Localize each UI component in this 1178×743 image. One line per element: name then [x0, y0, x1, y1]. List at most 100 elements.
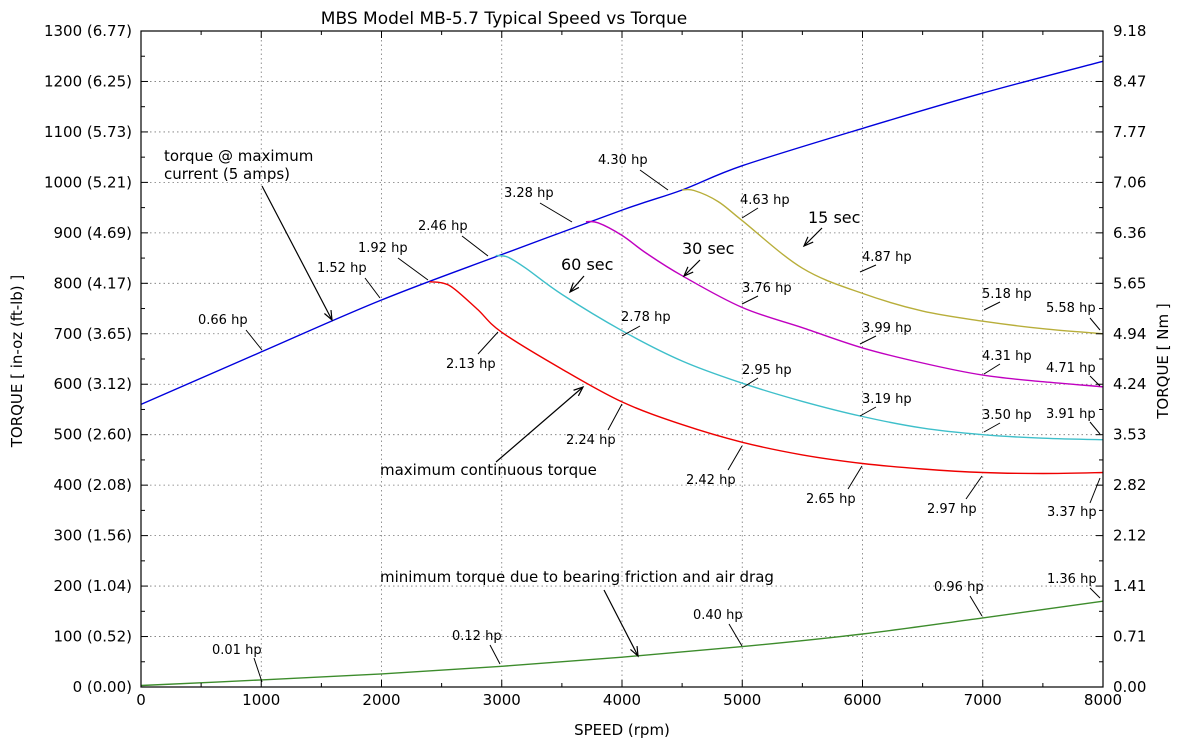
hp-label: 5.18 hp — [982, 287, 1032, 302]
continuous-torque-line — [429, 281, 1104, 475]
series-group — [140, 60, 1104, 687]
hp-label: 3.91 hp — [1046, 407, 1096, 422]
hp-label: 4.30 hp — [598, 153, 648, 168]
hp-leader-line — [859, 264, 877, 273]
y2-tick-label: 4.24 — [1113, 375, 1146, 393]
y-tick-label: 800 (4.17) — [53, 274, 132, 292]
hp-leader-line — [639, 169, 669, 191]
y2-tick-label: 8.47 — [1113, 72, 1146, 90]
hp-leader-line — [1089, 587, 1101, 599]
hp-label: 3.99 hp — [862, 321, 912, 336]
hp-label: 4.31 hp — [982, 349, 1032, 364]
sec15-arrow-head — [802, 236, 814, 248]
hp-label: 1.52 hp — [317, 261, 367, 276]
hp-label: 3.19 hp — [862, 392, 912, 407]
hp-label: 2.46 hp — [418, 219, 468, 234]
x-axis-label: SPEED (rpm) — [574, 721, 670, 739]
rating-15-sec-line — [682, 188, 1104, 335]
hp-label: 2.24 hp — [566, 433, 616, 448]
minimum-torque-label: minimum torque due to bearing friction a… — [380, 568, 774, 586]
hp-leader-line — [477, 331, 499, 355]
hp-leader-line — [397, 257, 429, 281]
hp-leader-line — [965, 475, 983, 500]
hp-leader-line — [461, 235, 489, 257]
y-tick-label: 500 (2.60) — [53, 426, 132, 444]
hp-label: 2.95 hp — [742, 363, 792, 378]
hp-leader-line — [859, 406, 877, 417]
hp-leader-line — [607, 403, 623, 431]
annotation-leaders — [245, 169, 1101, 683]
hp-leader-line — [727, 445, 743, 471]
max-current-annotation-line2: current (5 amps) — [164, 165, 290, 183]
y-tick-label: 100 (0.52) — [53, 628, 132, 646]
y-tick-label: 200 (1.04) — [53, 577, 132, 595]
hp-leader-line — [539, 202, 573, 223]
hp-leader-line — [1089, 421, 1101, 435]
hp-label: 1.36 hp — [1047, 572, 1097, 587]
y2-tick-label: 5.65 — [1113, 274, 1146, 292]
tick-labels: 0 1000 2000 3000 4000 5000 6000 7000 8000 0 (0.00… — [44, 22, 1146, 709]
hp-leader-line — [489, 644, 501, 665]
hp-leader-line — [983, 301, 1001, 311]
x-tick-label: 3000 — [483, 691, 521, 709]
y-tick-label: 400 (2.08) — [53, 476, 132, 494]
y2-tick-label: 4.94 — [1113, 325, 1146, 343]
hp-leader-line — [847, 465, 863, 490]
chart-title: MBS Model MB-5.7 Typical Speed vs Torque — [321, 9, 687, 29]
hp-label: 4.87 hp — [862, 250, 912, 265]
hp-label: 2.97 hp — [927, 502, 977, 517]
sec30-arrow-head — [682, 266, 694, 278]
sec15-arrow — [803, 227, 823, 247]
hp-leader-line — [741, 207, 759, 219]
max-current-torque-line — [140, 60, 1104, 406]
hp-label: 3.28 hp — [504, 186, 554, 201]
y2-tick-label: 7.06 — [1113, 173, 1146, 191]
y-tick-label: 900 (4.69) — [53, 224, 132, 242]
max-current-arrow — [261, 185, 333, 321]
hp-leader-line — [983, 363, 1001, 375]
hp-label: 0.96 hp — [934, 580, 984, 595]
hp-leader-line — [364, 277, 381, 299]
minimum-torque-line — [140, 600, 1104, 687]
hp-leader-line — [1089, 317, 1101, 331]
x-tick-label: 5000 — [723, 691, 761, 709]
hp-label: 0.01 hp — [212, 643, 262, 658]
hp-leader-line — [741, 377, 759, 389]
y-tick-label: 300 (1.56) — [53, 527, 132, 545]
hp-leader-line — [245, 329, 263, 351]
x-tick-label: 7000 — [964, 691, 1002, 709]
hp-label: 2.42 hp — [686, 473, 736, 488]
y2-tick-label: 2.82 — [1113, 476, 1146, 494]
x-tick-label: 0 — [136, 691, 146, 709]
y-tick-label: 1200 (6.25) — [44, 72, 132, 90]
y2-tick-label: 6.36 — [1113, 224, 1146, 242]
y-tick-label: 0 (0.00) — [73, 678, 132, 696]
hp-leader-line — [253, 657, 263, 683]
hp-label: 0.40 hp — [693, 608, 743, 623]
y2-tick-label: 0.71 — [1113, 628, 1146, 646]
y2-tick-label: 9.18 — [1113, 22, 1146, 40]
sec60-arrow — [569, 275, 585, 293]
y2-tick-label: 1.41 — [1113, 577, 1146, 595]
continuous-torque-label: maximum continuous torque — [380, 461, 597, 479]
hp-leader-line — [621, 325, 641, 337]
hp-leader-line — [728, 623, 743, 647]
axis-ticks — [140, 30, 1104, 688]
hp-label: 4.63 hp — [740, 193, 790, 208]
y-axis-label: TORQUE [ in-oz (ft-lb) ] — [8, 275, 26, 449]
y2-axis-label: TORQUE [ Nm ] — [1154, 303, 1172, 420]
sec60-arrow-head — [568, 282, 580, 294]
x-tick-label: 4000 — [603, 691, 641, 709]
hp-label: 5.58 hp — [1046, 301, 1096, 316]
hp-label: 3.76 hp — [742, 281, 792, 296]
hp-leader-line — [741, 295, 759, 305]
y2-tick-label: 0.00 — [1113, 678, 1146, 696]
y-tick-label: 1000 (5.21) — [44, 173, 132, 191]
hp-label: 0.12 hp — [452, 629, 502, 644]
sec30-label: 30 sec — [682, 239, 734, 258]
sec60-label: 60 sec — [561, 255, 613, 274]
y-tick-label: 1100 (5.73) — [44, 123, 132, 141]
max-current-annotation-line1: torque @ maximum — [164, 147, 313, 165]
sec15-label: 15 sec — [808, 208, 860, 227]
